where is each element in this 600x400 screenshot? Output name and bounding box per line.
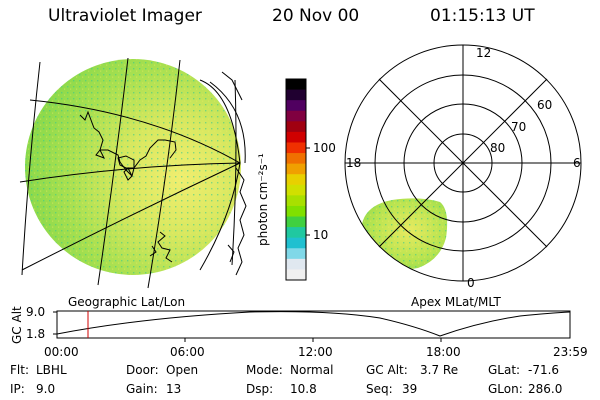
altitude-ylabel: GC Alt [10,306,24,344]
footer-dsp-key: Dsp: [246,382,274,396]
footer-flt-key: Flt: [10,363,29,377]
colorbar-band [286,163,306,175]
altitude-ytick-top: 9.0 [26,305,46,319]
footer-glon-key: GLon: [488,382,523,396]
altitude-xtick-0600: 06:00 [170,345,205,359]
polar-grid [344,44,582,282]
footer-gain-value: 13 [166,382,182,396]
colorbar-frame [285,78,307,281]
footer-glon-value: 286.0 [528,382,563,396]
colorbar-tick-10: 10 [313,228,329,242]
footer-gain-key: Gain: [126,382,158,396]
colorbar-band [286,227,306,239]
colorbar-band [286,110,306,122]
colorbar-band [286,153,306,165]
colorbar-band [286,269,306,281]
footer-seq-key: Seq: [366,382,393,396]
mlat-label-80: 80 [490,141,506,155]
footer-flt-value: LBHL [36,363,67,377]
colorbar-band [286,131,306,143]
colorbar-band [286,100,306,112]
colorbar-band [286,184,306,196]
colorbar-band [286,174,306,186]
colorbar-band [286,205,306,218]
mlt-label-12: 12 [476,46,492,60]
colorbar [286,79,306,281]
altitude-ytick-bottom: 1.8 [26,327,46,341]
altitude-plot [53,310,571,342]
footer-ip-key: IP: [10,382,25,396]
colorbar-band [286,121,306,133]
footer-dsp-value: 10.8 [290,382,317,396]
time-label: 01:15:13 UT [430,6,535,26]
colorbar-band [286,79,306,91]
colorbar-unit-label: photon cm⁻²s⁻¹ [256,153,270,246]
altitude-xtick-1800: 18:00 [426,345,461,359]
geo-grid [19,57,246,289]
geo-panel-label: Geographic Lat/Lon [68,295,186,309]
colorbar-band [286,248,306,260]
mlt-label-0: 0 [467,276,475,290]
colorbar-band [286,258,306,270]
footer-ip-value: 9.0 [36,382,56,396]
footer-door-value: Open [166,363,199,377]
mlt-label-6: 6 [573,156,581,170]
mlat-label-70: 70 [511,120,527,134]
footer-gcalt-key: GC Alt: [366,363,408,377]
footer-glat-key: GLat: [488,363,521,377]
footer-gcalt-value: 3.7 Re [420,363,459,377]
altitude-xtick-2359: 23:59 [553,345,588,359]
colorbar-band [286,142,306,154]
colorbar-band [286,195,306,207]
footer-mode-value: Normal [290,363,334,377]
altitude-xtick-0000: 00:00 [44,345,79,359]
colorbar-band [286,216,306,228]
colorbar-tick-100: 100 [313,141,336,155]
mlt-label-18: 18 [346,156,362,170]
footer-glat-value: -71.6 [528,363,560,377]
auroral-oval [362,198,448,270]
instrument-title: Ultraviolet Imager [48,6,202,26]
colorbar-band [286,89,306,101]
polar-panel-label: Apex MLat/MLT [411,295,501,309]
geo-image [25,59,241,275]
mlat-label-60: 60 [537,98,553,112]
footer-seq-value: 39 [402,382,418,396]
date-label: 20 Nov 00 [272,6,360,26]
altitude-xtick-1200: 12:00 [298,345,333,359]
coastlines [79,71,247,276]
colorbar-band [286,237,306,249]
footer-door-key: Door: [126,363,159,377]
footer-mode-key: Mode: [246,363,283,377]
